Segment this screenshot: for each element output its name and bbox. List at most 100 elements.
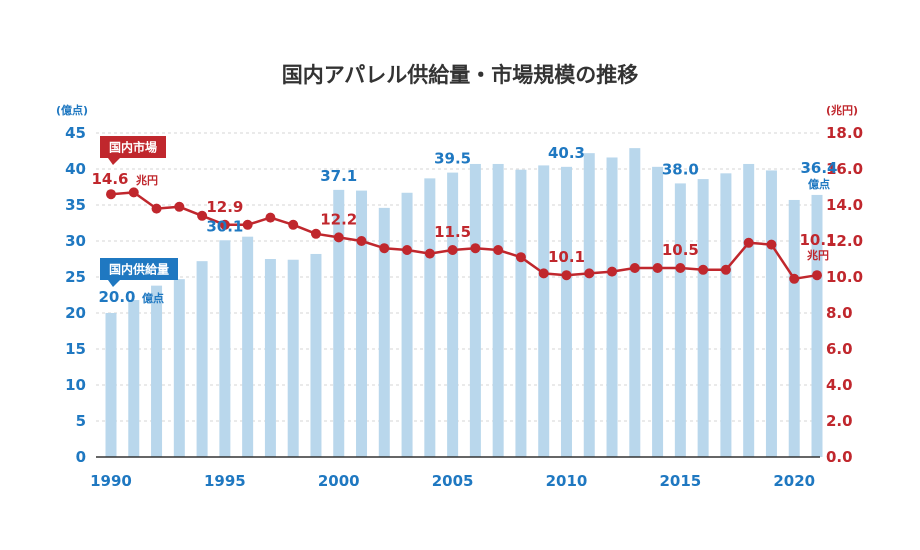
x-axis-tick: 2015 [659, 472, 701, 490]
market-point [219, 219, 230, 230]
market-point [197, 210, 208, 221]
supply-bar [652, 166, 664, 457]
market-unit-label: 兆円 [807, 248, 829, 262]
right-axis-tick: 6.0 [826, 340, 853, 358]
supply-bar [219, 240, 231, 457]
right-axis-unit: (兆円) [826, 103, 858, 117]
supply-bar [333, 189, 345, 457]
supply-bar [538, 165, 550, 457]
left-axis-unit: (億点) [56, 103, 88, 117]
supply-bar [242, 236, 254, 457]
supply-bar [720, 173, 732, 457]
supply-bar [151, 285, 163, 457]
legend-market-label: 国内市場 [109, 140, 157, 155]
supply-bar [765, 170, 777, 457]
left-axis-tick: 5 [76, 412, 86, 430]
supply-bar [697, 179, 709, 457]
market-point [675, 263, 686, 273]
supply-value-label: 30.1 [206, 217, 243, 235]
market-point [515, 252, 526, 263]
left-axis-tick: 30 [65, 232, 86, 250]
left-axis-tick: 10 [65, 376, 86, 394]
supply-bars [105, 148, 823, 458]
market-line [106, 187, 822, 284]
supply-value-label: 36.4 [800, 159, 837, 177]
supply-bar [674, 183, 686, 457]
market-point [812, 270, 822, 281]
x-axis-tick: 2010 [546, 472, 588, 490]
market-point [720, 264, 731, 275]
axes: 0 0.0 5 2.0 10 4.0 15 6.0 20 8.0 25 10.0 30 12.0 35 14.… [65, 124, 863, 490]
supply-bar [811, 194, 823, 458]
market-point [447, 245, 458, 255]
supply-bar [264, 259, 276, 457]
market-point [424, 248, 435, 259]
left-axis-tick: 45 [65, 124, 86, 142]
right-axis-tick: 4.0 [826, 376, 853, 394]
supply-bar [128, 300, 140, 457]
market-point [561, 270, 572, 281]
market-point [333, 232, 344, 243]
market-point [698, 264, 709, 275]
legend-market-box [100, 136, 166, 158]
supply-bar [583, 153, 595, 457]
right-axis-tick: 14.0 [826, 196, 863, 214]
market-point [493, 245, 504, 255]
market-value-label: 12.9 [206, 198, 243, 216]
market-value-label: 14.6 [91, 170, 128, 188]
left-axis-tick: 15 [65, 340, 86, 358]
supply-value-label: 38.0 [662, 160, 699, 178]
supply-bar [196, 261, 208, 457]
supply-bar [378, 207, 390, 457]
left-axis-tick: 20 [65, 304, 86, 322]
legend-supply-box [100, 258, 178, 280]
market-point [538, 268, 549, 279]
market-point [652, 263, 663, 273]
market-point [379, 243, 390, 254]
supply-bar [105, 313, 117, 457]
market-unit-label: 兆円 [136, 173, 158, 187]
supply-bar [606, 157, 618, 458]
x-axis-tick: 2020 [773, 472, 815, 490]
market-point [402, 245, 413, 255]
market-point [743, 237, 754, 248]
market-point [288, 219, 299, 230]
market-value-label: 10.1 [799, 231, 836, 249]
supply-bar [743, 163, 755, 457]
supply-value-label: 40.3 [548, 144, 585, 162]
legend-supply-label: 国内供給量 [109, 262, 169, 277]
market-point [789, 273, 800, 284]
right-axis-tick: 12.0 [826, 232, 863, 250]
supply-bar [788, 199, 800, 457]
market-point [584, 268, 595, 279]
market-point [151, 203, 162, 214]
left-axis-tick: 25 [65, 268, 86, 286]
market-point [766, 239, 777, 250]
x-axis-tick: 2000 [318, 472, 360, 490]
supply-unit-label: 億点 [808, 177, 830, 191]
supply-value-label: 20.0 [98, 288, 135, 306]
market-value-label: 12.2 [320, 210, 357, 228]
supply-bar [469, 163, 481, 457]
market-value-label: 10.5 [662, 241, 699, 259]
left-axis-tick: 35 [65, 196, 86, 214]
left-axis-tick: 0 [76, 448, 86, 466]
supply-value-label: 39.5 [434, 150, 471, 168]
market-point [310, 228, 321, 239]
x-axis-tick: 2005 [432, 472, 474, 490]
chart-title: 国内アパレル供給量・市場規模の推移 [282, 63, 639, 87]
market-point [106, 189, 116, 200]
supply-bar [424, 178, 436, 458]
market-point [356, 236, 367, 246]
x-axis-tick: 1995 [204, 472, 246, 490]
right-axis-tick: 16.0 [826, 160, 863, 178]
supply-bar [515, 169, 527, 457]
supply-bar [287, 259, 299, 457]
supply-bar [356, 190, 368, 457]
supply-bar [492, 163, 504, 457]
right-axis-tick: 2.0 [826, 412, 853, 430]
supply-bar [629, 148, 641, 457]
